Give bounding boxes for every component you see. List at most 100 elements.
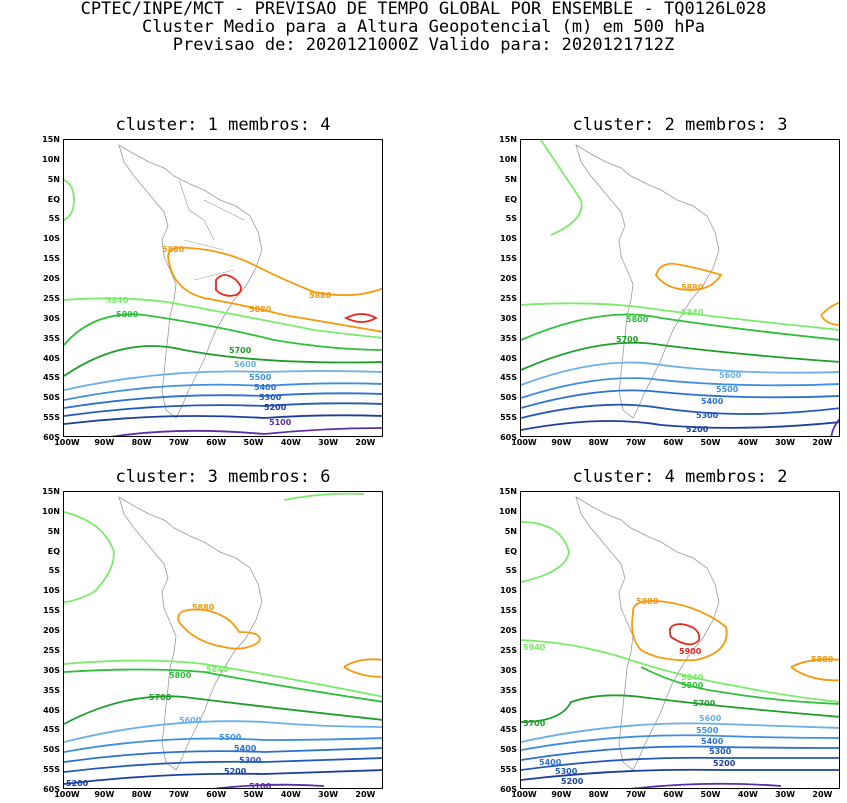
- figure-title-line-2: Cluster Medio para a Altura Geopotencial…: [142, 17, 705, 37]
- lat-tick-label: 15N: [499, 135, 517, 144]
- contour-label: 5200: [686, 425, 709, 434]
- contours: [521, 521, 839, 788]
- contour-label: 5200: [66, 779, 89, 788]
- lat-tick-label: 5S: [505, 566, 517, 576]
- coastline: [575, 496, 720, 771]
- lon-tick-label: 30W: [775, 790, 796, 799]
- lon-tick-label: 100W: [511, 438, 537, 447]
- lat-tick-label: 35S: [43, 685, 60, 695]
- coastline: [118, 496, 263, 771]
- lon-tick-label: 30W: [318, 790, 339, 799]
- contour-label: 5840: [206, 665, 229, 674]
- lat-tick-label: 10N: [42, 154, 60, 164]
- lat-tick-label: 5N: [47, 526, 60, 536]
- lon-tick-label: 40W: [737, 438, 758, 447]
- contour-label: 5700: [523, 719, 546, 728]
- lon-tick-label: 20W: [355, 790, 376, 799]
- contour-label: 5880: [192, 603, 215, 612]
- contour-label: 5800: [169, 671, 192, 680]
- contour-label: 5300: [709, 747, 732, 756]
- lat-tick-label: EQ: [47, 194, 60, 204]
- lat-tick-label: 55S: [500, 765, 517, 775]
- contour-label: 5300: [555, 767, 578, 776]
- contour-label: 5400: [701, 737, 724, 746]
- lat-tick-label: 50S: [500, 745, 517, 755]
- lon-tick-label: 30W: [318, 438, 339, 447]
- contour-label: 5880: [309, 291, 332, 300]
- contour-label: 5200: [713, 759, 736, 768]
- lat-tick-label: EQ: [504, 546, 517, 556]
- lat-tick-label: 5S: [505, 214, 517, 224]
- lat-tick-label: 35S: [500, 685, 517, 695]
- coastline: [118, 144, 263, 419]
- lat-tick-label: 55S: [43, 413, 60, 423]
- lon-tick-label: 60W: [663, 438, 684, 447]
- panel-4-map: 5880 5880 5900 5840 5840 5800 5700 5700 …: [520, 491, 840, 789]
- lon-tick-label: 80W: [588, 438, 609, 447]
- lat-tick-label: 45S: [43, 725, 60, 735]
- contour-label: 5880: [811, 655, 834, 664]
- lon-tick-label: 50W: [243, 790, 264, 799]
- contour-label: 5100: [249, 782, 272, 789]
- contour-label: 5840: [681, 308, 704, 317]
- contour-label: 5880: [636, 597, 659, 606]
- lat-tick-label: 40S: [43, 705, 60, 715]
- contours: [64, 179, 382, 436]
- lat-tick-label: 30S: [43, 665, 60, 675]
- lat-tick-label: 45S: [43, 373, 60, 383]
- lon-tick-label: 80W: [131, 790, 152, 799]
- lat-tick-label: EQ: [47, 546, 60, 556]
- contour-label: 5200: [561, 777, 584, 786]
- lon-tick-label: 90W: [94, 438, 115, 447]
- contour-label: 5500: [716, 385, 739, 394]
- contours: [64, 492, 382, 788]
- contours: [521, 140, 839, 436]
- contour-label: 5700: [229, 346, 252, 355]
- contour-label: 5300: [696, 411, 719, 420]
- lon-tick-label: 100W: [54, 438, 80, 447]
- lat-tick-label: 55S: [43, 765, 60, 775]
- lat-tick-label: 15S: [500, 606, 517, 616]
- lon-tick-label: 90W: [94, 790, 115, 799]
- contour-label: 5700: [693, 699, 716, 708]
- lon-tick-label: 60W: [206, 790, 227, 799]
- contour-label: 5700: [149, 693, 172, 702]
- lat-tick-label: 20S: [43, 274, 60, 284]
- coastline: [575, 144, 720, 419]
- contour-label: 5300: [239, 756, 262, 765]
- contour-label: 5400: [254, 383, 277, 392]
- contour-label: 5900: [679, 647, 702, 656]
- lon-tick-label: 40W: [280, 790, 301, 799]
- lat-tick-label: EQ: [504, 194, 517, 204]
- contour-label: 5200: [264, 403, 287, 412]
- lat-tick-label: 35S: [500, 333, 517, 343]
- lat-tick-label: 10N: [499, 506, 517, 516]
- contour-label: 5300: [259, 393, 282, 402]
- lat-tick-label: 10S: [43, 586, 60, 596]
- lon-tick-label: 70W: [625, 790, 646, 799]
- lon-tick-label: 80W: [588, 790, 609, 799]
- lon-tick-label: 70W: [625, 438, 646, 447]
- lon-tick-label: 30W: [775, 438, 796, 447]
- contour-label: 5600: [699, 714, 722, 723]
- lat-tick-label: 25S: [43, 645, 60, 655]
- panel-3-title: cluster: 3 membros: 6: [115, 467, 331, 487]
- lat-tick-label: 20S: [500, 626, 517, 636]
- contour-label: 5500: [219, 733, 242, 742]
- lat-tick-label: 5N: [504, 526, 517, 536]
- lat-tick-label: 55S: [500, 413, 517, 423]
- lon-tick-label: 90W: [551, 790, 572, 799]
- lat-tick-label: 15S: [43, 254, 60, 264]
- lat-tick-label: 35S: [43, 333, 60, 343]
- contour-label: 5840: [523, 643, 546, 652]
- contour-label: 5880: [681, 283, 704, 292]
- lat-tick-label: 30S: [500, 313, 517, 323]
- lat-tick-label: 10S: [500, 234, 517, 244]
- lat-tick-label: 10N: [42, 506, 60, 516]
- lon-tick-label: 60W: [206, 438, 227, 447]
- lon-tick-label: 20W: [812, 790, 833, 799]
- lat-tick-label: 20S: [43, 626, 60, 636]
- lat-tick-label: 15N: [42, 135, 60, 144]
- lat-tick-label: 45S: [500, 725, 517, 735]
- lat-tick-label: 45S: [500, 373, 517, 383]
